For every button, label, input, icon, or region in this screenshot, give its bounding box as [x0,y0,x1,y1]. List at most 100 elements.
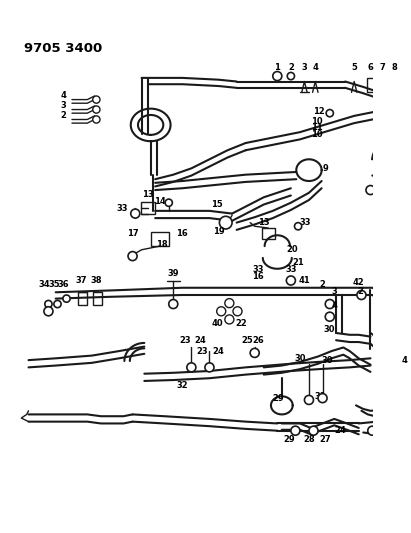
Text: 5: 5 [351,63,357,72]
Text: 39: 39 [168,269,179,278]
Text: 8: 8 [391,63,397,72]
Circle shape [45,301,52,308]
Circle shape [326,110,333,117]
Circle shape [63,295,70,302]
Text: 9: 9 [322,164,328,173]
Text: 28: 28 [303,435,315,444]
Text: 13: 13 [258,218,270,227]
Circle shape [225,298,234,308]
Bar [151,232,169,246]
Text: 22: 22 [235,319,247,328]
Circle shape [233,307,242,316]
Text: 36: 36 [57,280,69,289]
Circle shape [217,307,226,316]
Text: 21: 21 [292,258,304,267]
Text: 10: 10 [311,131,323,139]
Text: 37: 37 [75,276,87,285]
Circle shape [318,393,327,402]
Text: 25: 25 [242,336,253,345]
Text: 2: 2 [410,144,411,153]
Circle shape [291,426,300,435]
Text: 27: 27 [319,435,331,444]
Circle shape [273,71,282,80]
Text: 9705 3400: 9705 3400 [24,42,102,55]
Bar [141,202,155,214]
Circle shape [93,116,100,123]
Text: 34: 34 [38,280,50,289]
Text: 30: 30 [321,356,333,365]
Bar [93,292,102,305]
Text: 7: 7 [379,63,385,72]
Text: 14: 14 [154,197,166,206]
Circle shape [93,106,100,113]
Circle shape [219,216,232,229]
Bar [78,292,87,305]
Text: 18: 18 [156,240,167,249]
Circle shape [250,349,259,358]
Circle shape [131,209,140,218]
Bar [262,228,275,239]
Text: 38: 38 [90,276,102,285]
Circle shape [93,96,100,103]
Text: 17: 17 [127,229,139,238]
Text: 2: 2 [357,287,363,296]
Circle shape [325,300,334,309]
Circle shape [305,395,314,405]
Text: 4: 4 [401,356,407,365]
Text: 4: 4 [312,63,318,72]
Text: 10: 10 [311,117,323,126]
Circle shape [325,312,334,321]
Circle shape [309,426,318,435]
Text: 16: 16 [176,229,188,238]
Text: 3: 3 [410,111,411,120]
Bar [367,78,374,92]
Text: 19: 19 [212,227,224,236]
Bar [379,78,386,92]
Text: 16: 16 [252,272,264,281]
Text: 23: 23 [196,346,208,356]
Text: 42: 42 [353,278,365,287]
Text: 6: 6 [367,63,374,72]
Text: 40: 40 [211,319,223,328]
Text: 26: 26 [252,336,264,345]
Text: 24: 24 [212,346,224,356]
Text: 29: 29 [272,394,284,402]
Text: 2: 2 [410,100,411,109]
Text: 3: 3 [61,101,67,110]
Circle shape [44,307,53,316]
Circle shape [295,223,302,230]
Circle shape [286,276,296,285]
Text: 31: 31 [314,392,326,401]
Text: 12: 12 [314,107,325,116]
Text: 4: 4 [61,92,67,101]
Circle shape [54,301,61,308]
Circle shape [366,185,375,195]
Circle shape [287,72,295,80]
Text: 33: 33 [117,204,128,213]
Text: 2: 2 [288,63,294,72]
Text: 1: 1 [275,63,280,72]
Text: 15: 15 [211,200,223,209]
Text: 23: 23 [179,336,191,345]
Text: 2: 2 [61,111,67,120]
Text: 11: 11 [311,123,323,132]
Circle shape [165,199,172,206]
Circle shape [169,300,178,309]
Text: 30: 30 [323,325,335,334]
Circle shape [187,363,196,372]
Text: 3: 3 [331,287,337,296]
Text: 24: 24 [335,426,346,435]
Text: 30: 30 [294,354,306,363]
Circle shape [357,290,366,300]
Text: 33: 33 [252,265,264,274]
Text: 20: 20 [287,245,298,254]
Text: 3: 3 [302,63,307,72]
Text: 29: 29 [283,435,295,444]
Circle shape [225,315,234,324]
Bar [394,106,405,135]
Text: 4: 4 [331,301,337,310]
Text: 2: 2 [320,280,326,289]
Circle shape [128,252,137,261]
Text: 24: 24 [194,336,206,345]
Text: 4: 4 [410,125,411,134]
